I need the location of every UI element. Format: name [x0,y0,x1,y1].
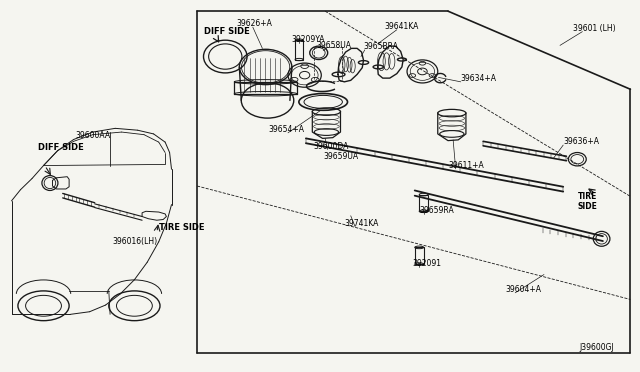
Text: 39604+A: 39604+A [506,285,541,294]
Text: 3965BRA: 3965BRA [364,42,399,51]
Text: 39601 (LH): 39601 (LH) [573,24,616,33]
Text: DIFF SIDE: DIFF SIDE [204,27,249,36]
Text: TIRE
SIDE: TIRE SIDE [577,192,598,211]
Text: 39600AA: 39600AA [76,131,111,140]
Text: 39209YA: 39209YA [291,35,324,44]
Text: 39741KA: 39741KA [344,219,379,228]
Bar [419,195,428,211]
Text: 39636+A: 39636+A [563,137,599,146]
Bar [415,247,424,264]
Text: DIFF SIDE: DIFF SIDE [38,142,84,151]
Text: 39626+A: 39626+A [237,19,273,28]
Text: 39641KA: 39641KA [384,22,419,31]
Text: 39659RA: 39659RA [419,206,454,215]
Text: 39659UA: 39659UA [323,152,358,161]
Text: 39600DA: 39600DA [314,142,349,151]
Bar [295,40,303,60]
Text: 392091: 392091 [413,259,442,268]
Text: 39634+A: 39634+A [461,74,497,83]
Text: 39654+A: 39654+A [269,125,305,134]
Text: 39611+A: 39611+A [448,161,484,170]
Text: 396016(LH): 396016(LH) [112,237,157,246]
Text: 39658UA: 39658UA [317,41,352,49]
Text: J39600GJ: J39600GJ [580,343,614,352]
Text: TIRE SIDE: TIRE SIDE [159,222,204,231]
